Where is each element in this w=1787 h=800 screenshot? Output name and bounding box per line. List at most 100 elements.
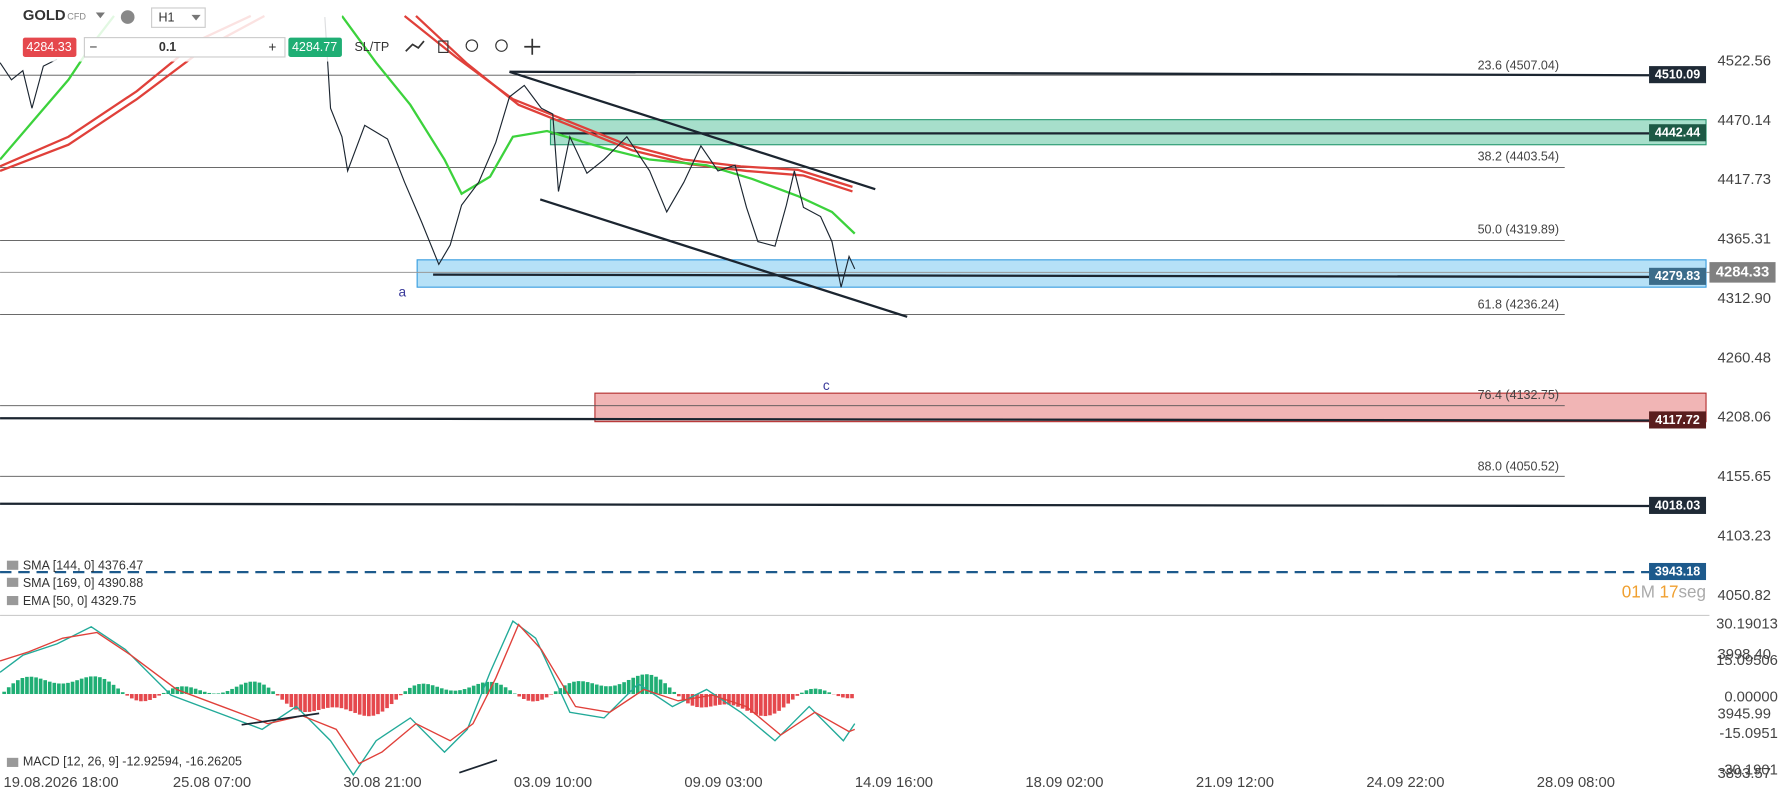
macd-histogram-bar [499, 684, 503, 695]
tag-bg [1649, 124, 1707, 142]
macd-histogram-bar [622, 682, 626, 695]
macd-histogram-bar [111, 684, 116, 695]
sell-price[interactable]: 4284.33 [26, 40, 71, 54]
macd-histogram-bar [284, 694, 289, 704]
zoom-out[interactable] [465, 39, 479, 52]
time-axis-label: 18.09 02:00 [1025, 775, 1103, 791]
macd-histogram-bar [453, 690, 458, 695]
macd-histogram-bar [298, 694, 303, 712]
macd-histogram-bar [521, 694, 526, 699]
macd-label[interactable]: MACD [12, 26, 9] -12.92594, -16.26205 [23, 755, 242, 769]
sell-button[interactable] [22, 37, 77, 57]
minus[interactable]: − [90, 39, 98, 54]
macd-histogram-bar [462, 689, 467, 695]
macd-histogram-bar [193, 688, 198, 695]
macd-histogram-bar [348, 694, 353, 712]
price-axis-label: 4312.90 [1717, 291, 1771, 307]
price-axis-label: 3945.99 [1717, 707, 1771, 723]
macd-histogram-bar [585, 682, 590, 695]
macd-histogram-bar [275, 694, 280, 696]
indicator-label[interactable]: SMA [144, 0] 4376.47 [23, 559, 143, 573]
macd-histogram-bar [143, 694, 148, 702]
macd-histogram-bar [66, 682, 70, 695]
price-axis-label: 4522.56 [1717, 53, 1771, 69]
level-line [0, 417, 1650, 422]
macd-histogram-bar [380, 694, 385, 712]
supply-zone [549, 119, 1707, 146]
macd-histogram-bar [230, 688, 234, 695]
time-axis-label: 09.09 03:00 [684, 775, 762, 791]
macd-axis-label: -15.0951 [1719, 726, 1777, 742]
macd-histogram-bar [594, 684, 599, 695]
zoom-in[interactable] [495, 39, 508, 52]
macd-histogram-bar [435, 686, 440, 695]
plus[interactable]: + [268, 39, 276, 54]
symbol[interactable]: GOLD [23, 8, 66, 24]
level-tag: 4510.09 [1655, 68, 1700, 82]
buy-button[interactable] [288, 37, 342, 57]
legend-icon[interactable] [6, 560, 19, 570]
macd-line [0, 620, 856, 777]
legend-icon[interactable] [6, 577, 19, 587]
macd-histogram-bar [280, 694, 285, 700]
macd-histogram-bar [362, 694, 367, 716]
macd-histogram-bar [708, 694, 713, 707]
macd-histogram-bar [43, 680, 48, 695]
tag-bg [1709, 262, 1776, 283]
macd-histogram-bar [221, 692, 225, 695]
macd-histogram-bar [353, 694, 357, 713]
legend-icon[interactable] [6, 757, 19, 767]
indicator-label[interactable]: EMA [50, 0] 4329.75 [23, 594, 136, 608]
macd-histogram-bar [553, 691, 558, 695]
channel-line [539, 198, 908, 318]
macd-histogram-bar [818, 689, 822, 695]
fib-label: 61.8 (4236.24) [1478, 298, 1559, 312]
quantity[interactable]: 0.1 [159, 40, 176, 54]
macd-histogram-bar [303, 694, 307, 712]
macd-histogram-bar [61, 683, 66, 695]
timeframe-select[interactable] [151, 7, 206, 28]
macd-histogram-bar [207, 692, 212, 695]
macd-histogram-bar [325, 694, 330, 708]
macd-histogram-bar [202, 691, 207, 695]
pan-tool[interactable] [524, 38, 541, 55]
dropdown-arrow[interactable] [191, 14, 201, 21]
legend-icon[interactable] [6, 596, 19, 606]
macd-histogram-bar [658, 679, 663, 695]
level-tag: 4442.44 [1655, 126, 1700, 140]
fib-label: 88.0 (4050.52) [1478, 460, 1559, 474]
sl-tp[interactable]: SL/TP [354, 40, 389, 54]
macd-histogram-bar [508, 690, 512, 695]
macd-histogram-bar [704, 694, 708, 708]
price-axis-label: 4365.31 [1717, 232, 1771, 248]
macd-histogram-bar [599, 685, 604, 695]
indicator-label[interactable]: SMA [169, 0] 4390.88 [23, 576, 143, 590]
candle-tool[interactable] [438, 40, 449, 53]
indicator-legend[interactable]: SMA [144, 0] 4376.47 SMA [169, 0] 4390.8… [6, 559, 143, 608]
macd-histogram-bar [526, 694, 531, 701]
timeframe[interactable]: H1 [158, 11, 174, 25]
fib-label: 76.4 (4132.75) [1478, 388, 1559, 402]
macd-histogram-bar [649, 674, 654, 695]
info-icon[interactable] [120, 10, 135, 24]
line-tool[interactable] [405, 40, 425, 52]
macd-histogram-bar [449, 690, 453, 695]
macd-histogram-bar [458, 690, 462, 695]
level-line [509, 70, 1650, 77]
timer-seconds: 17 [1659, 582, 1678, 601]
level-line [433, 273, 1650, 279]
macd-histogram-bar [243, 682, 248, 695]
macd-histogram-bar [667, 687, 672, 695]
quantity-input[interactable] [83, 37, 286, 58]
macd-histogram-bar [590, 683, 595, 695]
macd-histogram-bar [16, 680, 20, 695]
dropdown-arrow[interactable] [95, 12, 105, 19]
macd-histogram-bar [253, 681, 257, 695]
price-series [324, 17, 856, 288]
macd-histogram-bar [248, 681, 253, 695]
macd-histogram-bar [490, 681, 494, 695]
macd-histogram-bar [494, 682, 499, 695]
candle-timer: 01M 17seg [1622, 582, 1706, 601]
buy-price[interactable]: 4284.77 [292, 40, 337, 54]
